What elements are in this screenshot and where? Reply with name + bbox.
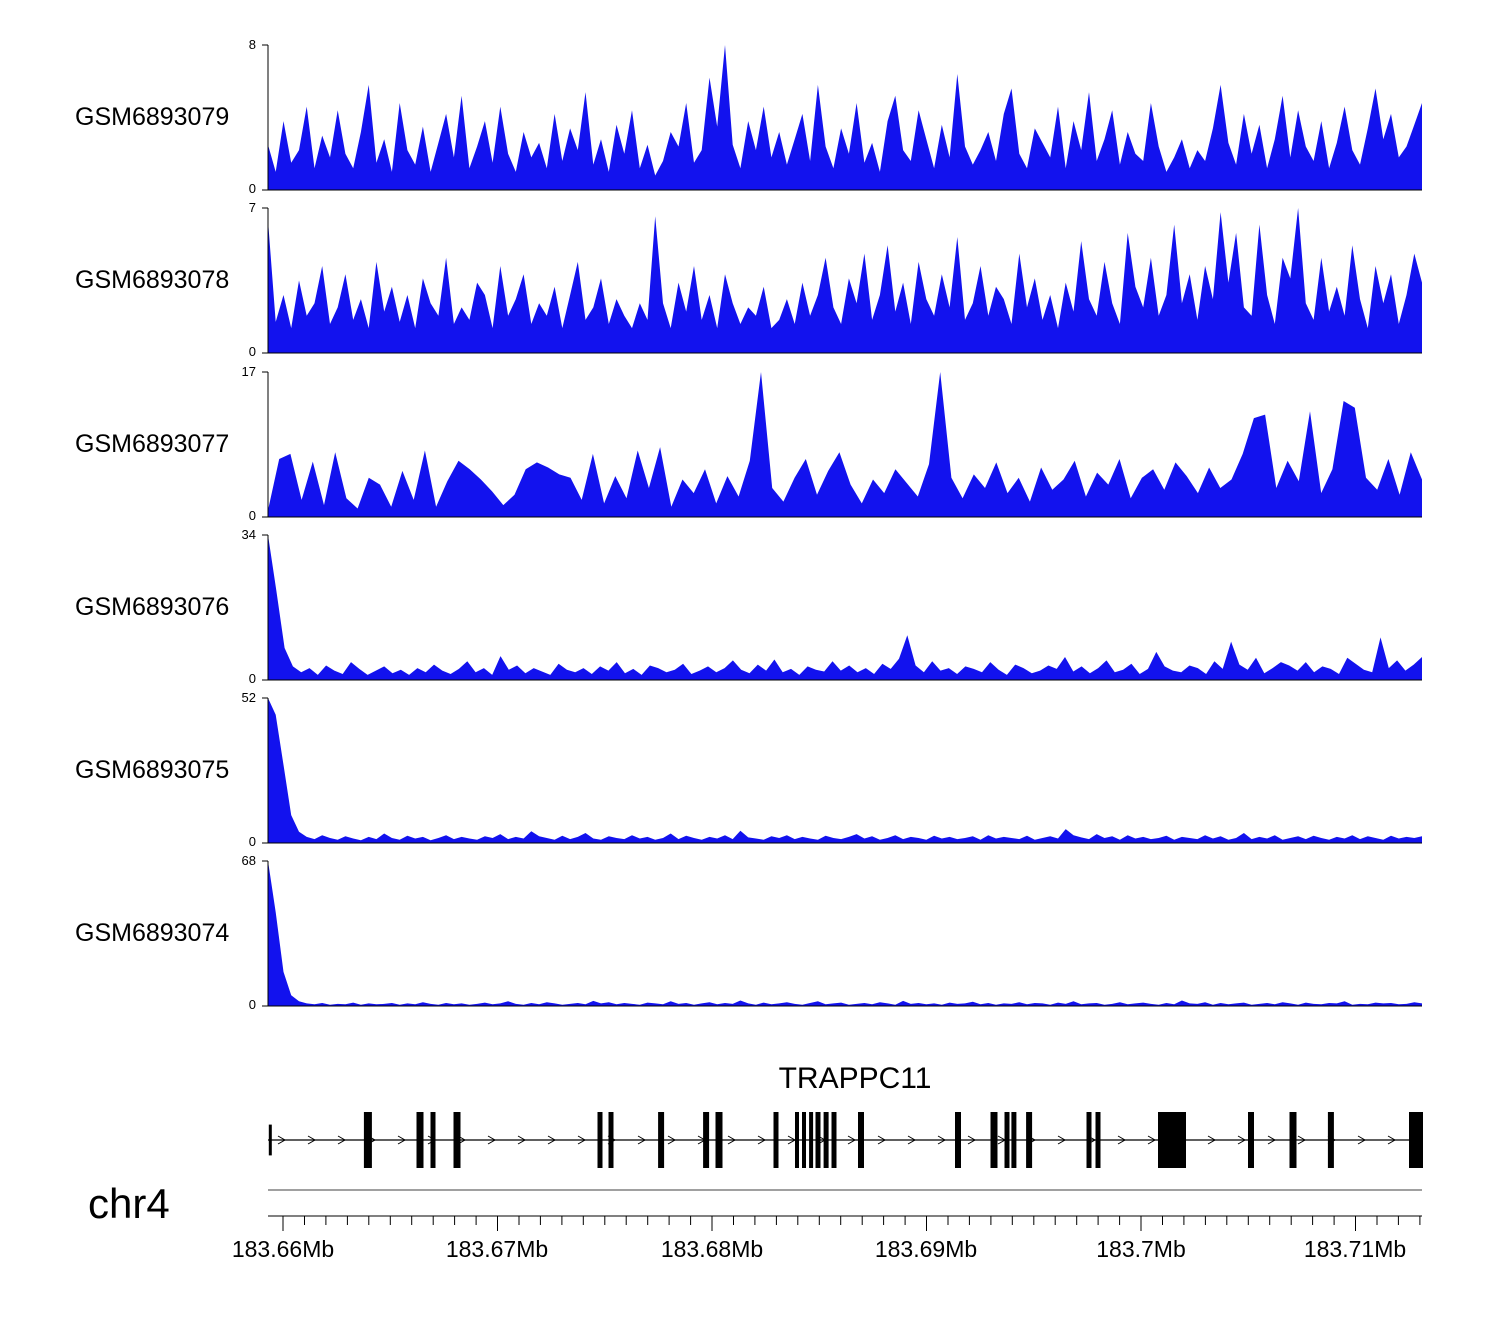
track-label: GSM6893075 [75,756,230,784]
track-label: GSM6893074 [75,919,230,947]
gene-title: TRAPPC11 [778,1062,932,1095]
axis-tick-label: 183.68Mb [660,1236,764,1262]
axis-tick-label: 183.71Mb [1303,1236,1407,1262]
track-zero-label: 0 [248,508,256,523]
track-label: GSM6893076 [75,593,230,621]
track-zero-label: 0 [248,834,256,849]
track-ymax-label: 52 [241,690,256,705]
axis-tick-label: 183.7Mb [1096,1236,1186,1262]
track-ymax-label: 68 [241,853,256,868]
track-ymax-label: 7 [248,200,256,215]
axis-tick-label: 183.66Mb [231,1236,335,1262]
track-zero-label: 0 [248,181,256,196]
track-label: GSM6893078 [75,266,230,294]
track-label: GSM6893077 [75,430,230,458]
track-label: GSM6893079 [75,103,230,131]
track-zero-label: 0 [248,671,256,686]
axis-tick-label: 183.67Mb [445,1236,549,1262]
track-ymax-label: 8 [248,37,256,52]
track-ymax-label: 17 [241,364,256,379]
track-zero-label: 0 [248,344,256,359]
track-zero-label: 0 [248,997,256,1012]
track-ymax-label: 34 [241,527,256,542]
axis-tick-label: 183.69Mb [874,1236,978,1262]
chromosome-label: chr4 [88,1180,170,1227]
